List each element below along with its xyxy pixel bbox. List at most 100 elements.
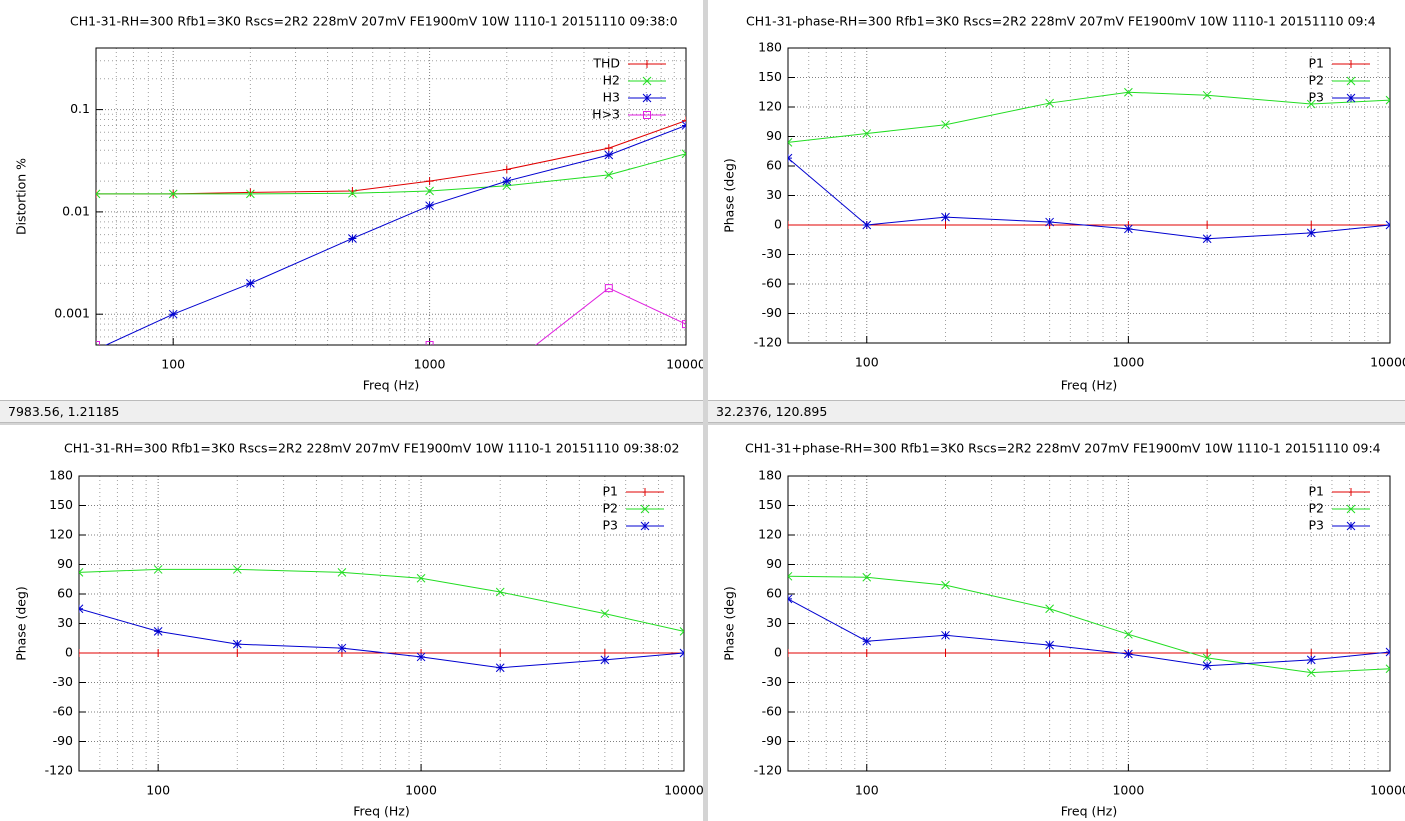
data-point [92, 346, 100, 354]
legend-label: P1 [603, 484, 619, 499]
x-tick-label: 100 [146, 783, 170, 798]
data-point [1202, 90, 1212, 100]
data-point [604, 170, 614, 180]
data-point [1306, 99, 1316, 109]
data-point [788, 221, 792, 229]
data-point [168, 189, 178, 199]
data-point [600, 655, 610, 665]
data-point [1045, 640, 1054, 650]
data-point [153, 627, 163, 636]
data-point [246, 279, 255, 288]
data-point [79, 604, 84, 614]
chart-title: CH1-31-RH=300 Rfb1=3K0 Rscs=2R2 228mV 20… [70, 14, 678, 29]
y-tick-label: 90 [766, 128, 782, 143]
y-tick-label: 30 [57, 615, 73, 630]
chart-title: CH1-31-RH=300 Rfb1=3K0 Rscs=2R2 228mV 20… [64, 441, 680, 456]
data-point [96, 341, 100, 345]
data-point [337, 643, 347, 653]
data-point [788, 138, 793, 147]
data-point [600, 609, 610, 619]
data-point [604, 144, 613, 153]
data-point [788, 571, 793, 581]
y-tick-label: 150 [758, 497, 782, 512]
data-point [496, 649, 505, 657]
x-axis-label: Freq (Hz) [1061, 804, 1117, 819]
x-tick-label: 100 [855, 783, 879, 798]
data-point [1385, 95, 1390, 105]
data-point [788, 594, 793, 604]
data-point [679, 627, 684, 636]
legend-label: P3 [1309, 90, 1325, 105]
legend-label: P3 [1309, 518, 1325, 533]
data-point [1203, 221, 1212, 229]
x-tick-label: 100 [161, 357, 185, 372]
data-point [941, 649, 950, 657]
y-tick-label: 0 [774, 645, 782, 660]
data-point [425, 186, 434, 196]
legend-label: H2 [603, 73, 620, 88]
y-tick-label: -120 [754, 335, 782, 350]
data-point [348, 188, 357, 198]
y-tick-label: 150 [49, 497, 73, 512]
data-point [348, 234, 357, 243]
data-point [862, 572, 872, 582]
data-point [1385, 664, 1390, 674]
x-axis-label: Freq (Hz) [1061, 378, 1117, 393]
data-point [1202, 234, 1212, 244]
data-point [941, 580, 950, 590]
y-tick-label: 120 [49, 527, 73, 542]
data-point [862, 636, 872, 646]
y-tick-label: -30 [53, 674, 73, 689]
legend-label: H3 [603, 90, 620, 105]
x-tick-label: 10000 [664, 783, 703, 798]
data-point [153, 565, 163, 574]
legend-marker [1346, 504, 1356, 514]
data-point [232, 639, 242, 649]
legend-marker [1346, 521, 1356, 531]
status-bar: 7983.56, 1.21185 [0, 400, 703, 423]
data-point [1386, 649, 1390, 657]
data-point [1306, 668, 1316, 678]
plot-border [787, 47, 1391, 344]
y-tick-label: 0.1 [70, 101, 90, 116]
y-tick-label: 0.001 [54, 306, 90, 321]
data-point [502, 176, 512, 186]
series-line [788, 157, 1390, 240]
plot-area [79, 565, 684, 673]
data-point [681, 149, 686, 159]
data-point [1045, 217, 1054, 227]
data-point [941, 630, 950, 640]
status-bar: 32.2376, 120.895 [708, 400, 1405, 423]
legend-marker [1347, 488, 1355, 496]
y-tick-label: -30 [762, 674, 782, 689]
y-tick-label: 60 [766, 158, 782, 173]
plot-window: 100 1000 10000 -120 -90 -60 -30 0 30 60 90 120 150 18… [0, 425, 703, 821]
data-point [1307, 221, 1316, 229]
series-line [429, 287, 686, 345]
legend-marker [643, 111, 651, 119]
legend-label: THD [592, 56, 620, 71]
y-tick-label: 150 [758, 69, 782, 84]
legend-label: P3 [603, 518, 619, 533]
legend-marker [1346, 76, 1356, 86]
y-tick-label: 0 [65, 645, 73, 660]
data-point [425, 341, 434, 345]
data-point [79, 649, 83, 657]
data-point [1306, 228, 1316, 238]
data-point [1124, 87, 1133, 97]
y-tick-label: 30 [766, 187, 782, 202]
data-point [1385, 647, 1390, 657]
legend-marker [643, 60, 651, 68]
y-tick-label: 120 [758, 527, 782, 542]
series-line [788, 598, 1390, 667]
y-tick-label: -60 [762, 704, 782, 719]
data-point [337, 568, 347, 577]
x-tick-label: 10000 [1370, 355, 1405, 370]
plot-area [788, 87, 1390, 244]
y-tick-label: -90 [762, 733, 782, 748]
data-point [679, 648, 684, 658]
y-tick-label: 60 [57, 586, 73, 601]
data-point [941, 120, 950, 130]
y-tick-label: 120 [758, 99, 782, 114]
data-point [1203, 649, 1212, 657]
